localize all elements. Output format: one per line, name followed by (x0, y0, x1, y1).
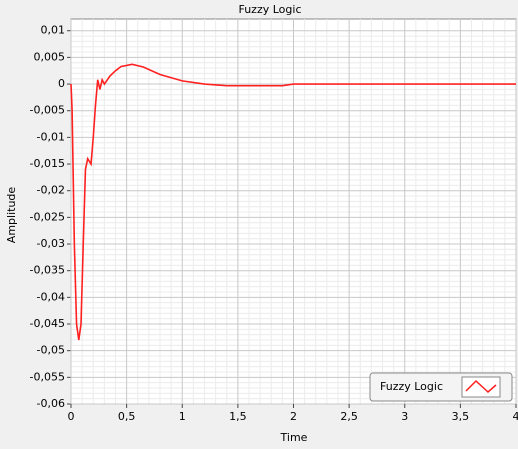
y-tick-label: -0,015 (30, 157, 65, 170)
x-tick-label: 2,5 (340, 410, 358, 423)
y-tick-label: -0,01 (37, 130, 65, 143)
legend-label: Fuzzy Logic (380, 380, 443, 393)
x-tick-label: 1,5 (229, 410, 247, 423)
y-tick-label: -0,005 (30, 104, 65, 117)
y-tick-label: -0,055 (30, 370, 65, 383)
y-tick-label: -0,035 (30, 264, 65, 277)
y-tick-label: -0,02 (37, 184, 65, 197)
x-tick-label: 0,5 (118, 410, 136, 423)
y-tick-label: -0,045 (30, 317, 65, 330)
y-axis-label: Amplitude (5, 187, 18, 244)
x-axis-label: Time (280, 431, 308, 444)
y-tick-label: -0,03 (37, 237, 65, 250)
x-tick-label: 4 (513, 410, 518, 423)
y-tick-label: 0 (58, 77, 65, 90)
y-tick-label: 0,01 (41, 24, 66, 37)
x-tick-label: 3 (401, 410, 408, 423)
chart-title: Fuzzy Logic (238, 3, 301, 16)
x-tick-label: 3,5 (452, 410, 470, 423)
x-tick-label: 1 (179, 410, 186, 423)
x-tick-label: 2 (290, 410, 297, 423)
x-tick-label: 0 (68, 410, 75, 423)
y-tick-label: -0,05 (37, 344, 65, 357)
y-tick-label: -0,06 (37, 397, 65, 410)
y-tick-label: 0,005 (34, 50, 66, 63)
y-tick-label: -0,04 (37, 290, 65, 303)
y-tick-label: -0,025 (30, 210, 65, 223)
